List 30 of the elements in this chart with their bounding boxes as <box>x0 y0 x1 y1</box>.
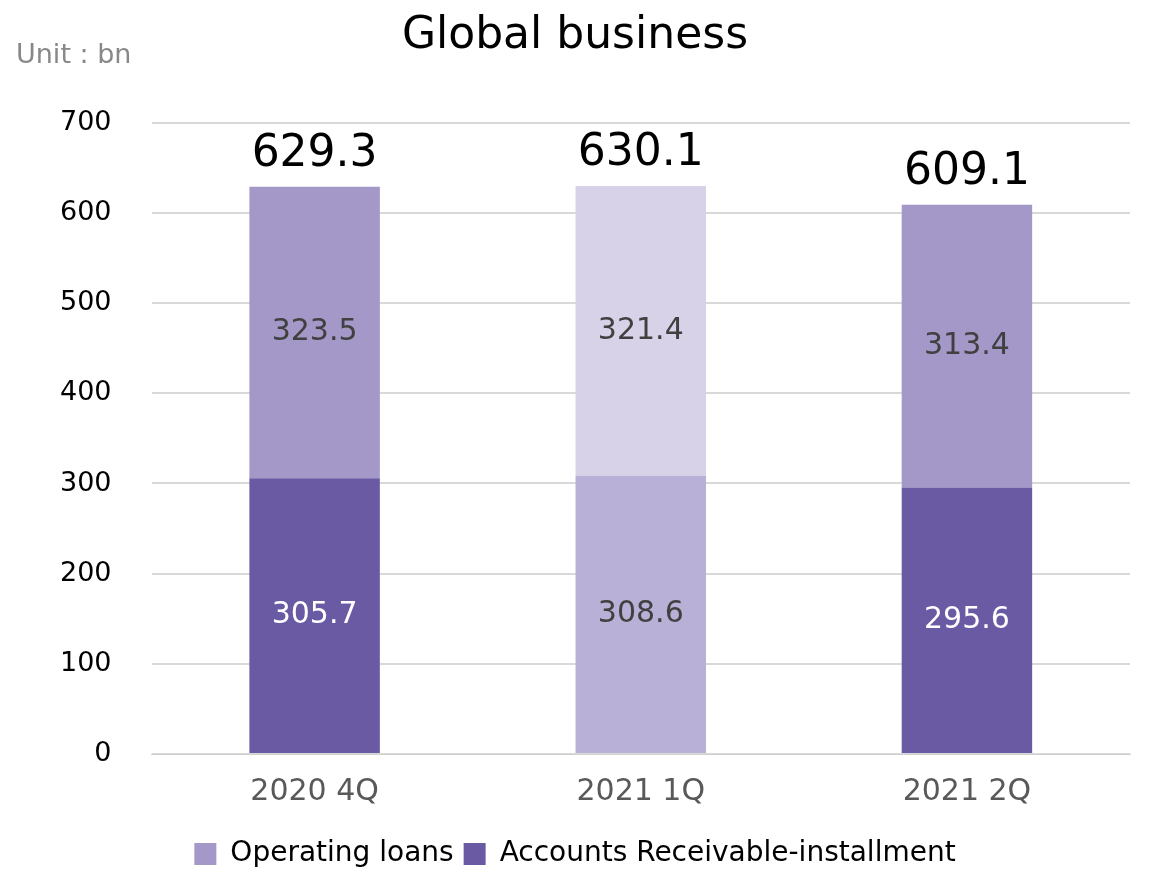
y-tick-label: 100 <box>59 645 112 677</box>
bar <box>249 478 380 753</box>
bar <box>249 186 380 479</box>
total-label: 630.1 <box>577 124 704 176</box>
y-tick-label: 600 <box>59 194 112 226</box>
bar <box>901 487 1033 753</box>
bar <box>575 475 706 753</box>
x-tick-label: 2020 4Q <box>250 771 379 807</box>
data-label: 323.5 <box>271 312 358 348</box>
y-tick-label: 0 <box>94 736 112 768</box>
x-tick-label: 2021 1Q <box>576 771 706 807</box>
legend-label: Accounts Receivable-installment <box>499 835 956 869</box>
y-tick-label: 700 <box>59 104 112 136</box>
chart-title: Global business <box>401 6 749 58</box>
total-label: 629.3 <box>251 125 378 177</box>
bar <box>901 204 1033 488</box>
data-label: 308.6 <box>597 594 684 630</box>
data-label: 295.6 <box>923 600 1010 636</box>
text: Unit : bn <box>16 38 132 69</box>
y-tick-label: 500 <box>59 285 112 317</box>
legend-label: Operating loans <box>230 835 454 869</box>
data-label: 313.4 <box>923 325 1010 361</box>
x-tick-label: 2021 2Q <box>902 771 1032 807</box>
total-label: 609.1 <box>903 143 1030 195</box>
y-tick-label: 200 <box>59 555 112 587</box>
y-tick-label: 400 <box>59 375 112 407</box>
data-label: 305.7 <box>271 595 358 631</box>
data-label: 321.4 <box>597 310 684 346</box>
y-tick-label: 300 <box>59 465 112 497</box>
bar <box>575 185 706 476</box>
